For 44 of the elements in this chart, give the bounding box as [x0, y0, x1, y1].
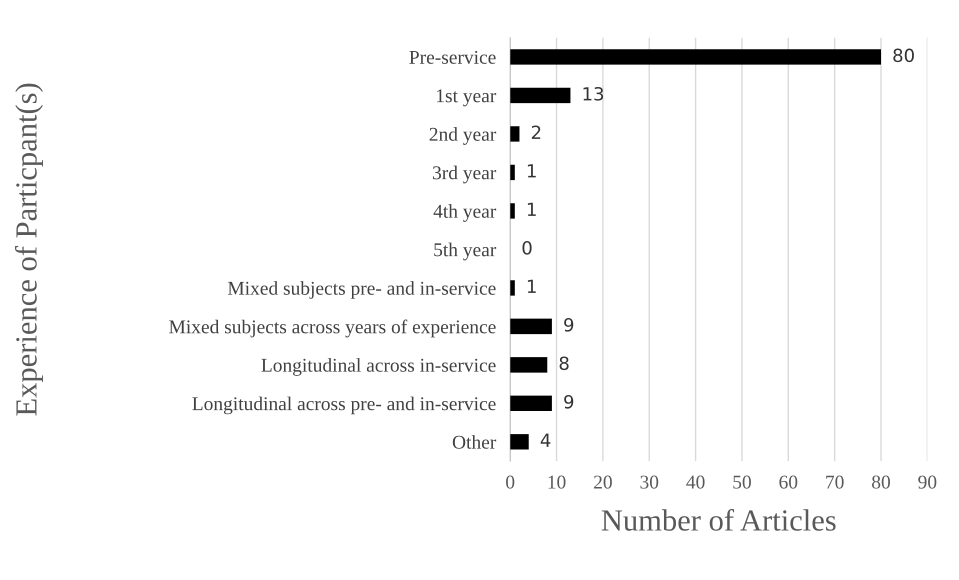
- bar: [510, 88, 570, 104]
- bar: [510, 203, 515, 219]
- data-label: 13: [584, 87, 604, 101]
- y-tick-label: 2nd year: [430, 127, 496, 145]
- data-label: 1: [528, 164, 536, 178]
- bar: [510, 49, 881, 65]
- y-tick-label: Mixed subjects pre- and in-service: [228, 281, 496, 299]
- bar: [510, 164, 515, 180]
- bar: [510, 280, 515, 296]
- data-label: 1: [528, 280, 536, 293]
- x-tick-label: 10: [548, 476, 566, 489]
- data-label: 9: [564, 394, 574, 409]
- data-label: 2: [532, 126, 540, 139]
- x-tick-label: 30: [640, 476, 658, 489]
- bar: [510, 318, 552, 334]
- x-axis-title: Number of Articles: [602, 508, 836, 531]
- data-label: 0: [522, 240, 532, 255]
- x-tick-label: 50: [733, 476, 751, 489]
- x-tick-label: 0: [506, 476, 514, 489]
- y-axis-title: Experience of Particpant(s): [14, 84, 43, 416]
- y-tick-label: 3rd year: [432, 166, 496, 184]
- bar: [510, 396, 552, 412]
- bar: [510, 126, 520, 142]
- x-tick-label: 20: [594, 476, 612, 489]
- x-tick-label: 40: [686, 476, 705, 489]
- data-label: 80: [893, 48, 914, 62]
- y-tick-label: Pre-service: [409, 50, 496, 64]
- y-tick-label: Mixed subjects across years of experience: [169, 320, 496, 338]
- data-label: 9: [564, 318, 574, 332]
- x-tick-label: 70: [826, 476, 844, 489]
- bar: [510, 434, 529, 450]
- x-tick-label: 80: [872, 476, 890, 489]
- y-tick-label: Longitudinal across in-service: [261, 358, 496, 376]
- y-tick-label: 4th year: [434, 204, 496, 222]
- data-label: 8: [560, 356, 569, 370]
- data-label: 4: [540, 434, 550, 447]
- bar: [510, 357, 548, 373]
- y-tick-label: 1st year: [436, 89, 496, 106]
- y-tick-label: Other: [452, 435, 496, 449]
- x-tick-label: 90: [918, 476, 936, 489]
- x-tick-label: 60: [779, 476, 798, 489]
- y-tick-label: Longitudinal across pre- and in-service: [192, 396, 496, 414]
- y-tick-label: 5th year: [434, 242, 496, 260]
- data-label: 1: [528, 202, 536, 216]
